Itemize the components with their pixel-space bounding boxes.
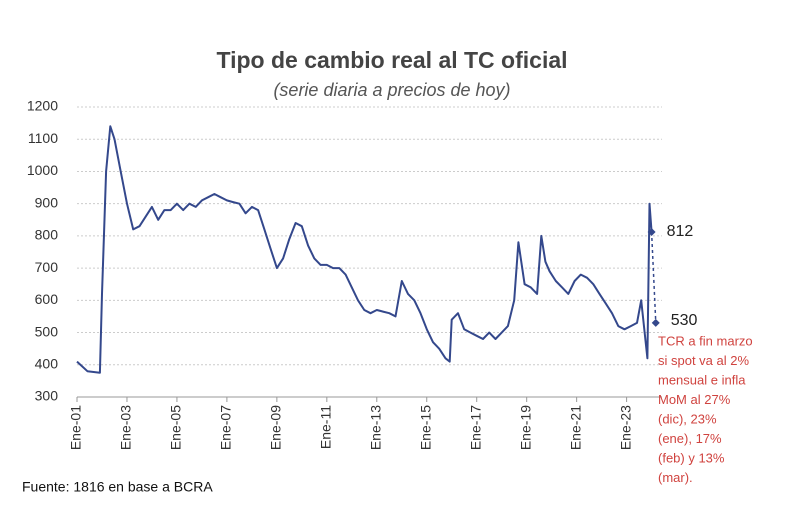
series-line xyxy=(76,125,653,374)
x-tick-label: Ene-07 xyxy=(218,405,234,450)
x-tick-label: Ene-11 xyxy=(318,405,334,449)
x-tick-label: Ene-13 xyxy=(367,405,383,450)
projection-line xyxy=(650,231,657,323)
annotation: (mar). xyxy=(658,470,693,485)
y-tick-label: 900 xyxy=(35,194,59,210)
y-tick-label: 300 xyxy=(35,388,59,404)
y-tick-label: 600 xyxy=(35,291,59,307)
x-tick-label: Ene-09 xyxy=(268,405,284,450)
y-tick-label: 500 xyxy=(35,323,59,339)
y-tick-label: 1000 xyxy=(27,162,58,178)
point-marker xyxy=(651,318,660,327)
chart-subtitle: (serie diaria a precios de hoy) xyxy=(273,80,510,100)
x-tick-label: Ene-19 xyxy=(517,405,533,450)
x-tick-label: Ene-23 xyxy=(617,405,633,450)
value-label: 812 xyxy=(667,223,694,240)
source: Fuente: 1816 en base a BCRA xyxy=(22,479,213,495)
annotation: mensual e infla xyxy=(658,372,746,387)
x-tick-label: Ene-05 xyxy=(168,405,184,450)
y-tick-label: 1100 xyxy=(28,130,58,146)
annotation: MoM al 27% xyxy=(658,392,731,407)
annotation: si spot va al 2% xyxy=(658,353,749,368)
x-tick-label: Ene-01 xyxy=(68,405,84,450)
value-label: 530 xyxy=(671,312,698,329)
chart-title: Tipo de cambio real al TC oficial xyxy=(216,47,567,73)
y-tick-label: 800 xyxy=(35,227,59,243)
annotation: (feb) y 13% xyxy=(658,450,725,465)
annotation: (ene), 17% xyxy=(658,431,722,446)
annotation: (dic), 23% xyxy=(658,411,717,426)
y-tick-label: 400 xyxy=(35,355,59,371)
y-tick-label: 1200 xyxy=(27,98,58,114)
y-tick-label: 700 xyxy=(35,259,59,275)
x-tick-label: Ene-21 xyxy=(567,405,583,450)
x-tick-label: Ene-03 xyxy=(118,405,134,450)
annotation: TCR a fin marzo xyxy=(658,333,753,348)
x-tick-label: Ene-17 xyxy=(467,405,483,450)
x-tick-label: Ene-15 xyxy=(417,405,433,450)
